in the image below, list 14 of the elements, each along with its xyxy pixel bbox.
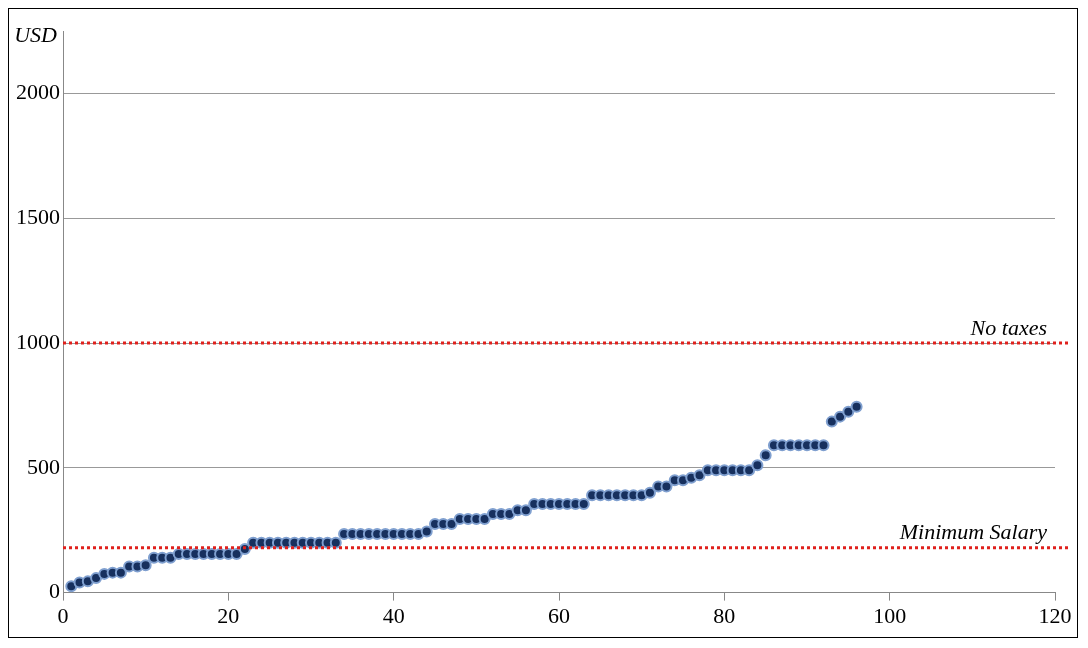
x-tick-label: 80 — [713, 602, 736, 628]
x-tick-label: 20 — [217, 602, 240, 628]
x-tick-label: 40 — [382, 602, 405, 628]
y-axis-title: USD — [14, 21, 58, 47]
x-tick-label: 100 — [873, 602, 907, 628]
y-tick-label: 1000 — [16, 328, 60, 354]
y-tick-label: 1500 — [16, 203, 60, 229]
ref-line-label: Minimum Salary — [898, 519, 1048, 545]
x-tick-label: 60 — [548, 602, 570, 628]
y-tick-label: 500 — [27, 453, 60, 479]
ref-line-label: No taxes — [969, 314, 1047, 340]
x-tick-label: 120 — [1038, 602, 1072, 628]
y-tick-label: 0 — [49, 578, 60, 604]
y-tick-label: 2000 — [16, 79, 60, 105]
